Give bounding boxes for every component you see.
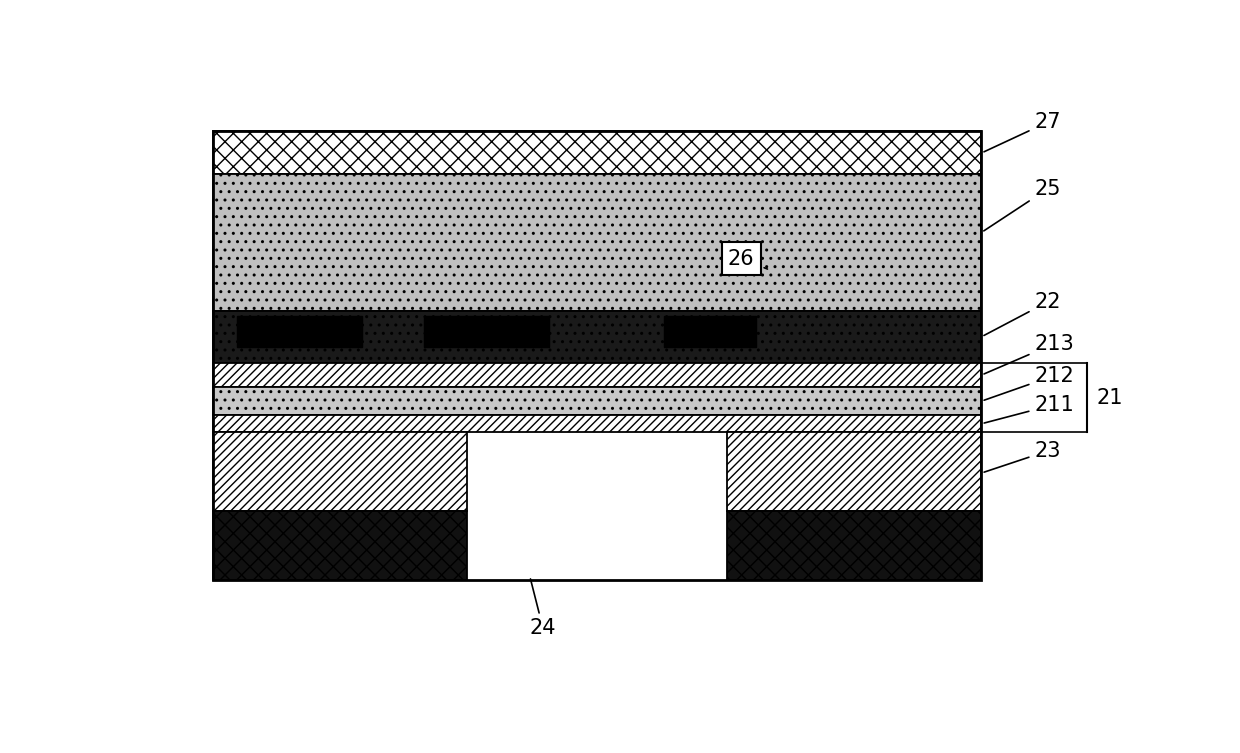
Bar — [213, 311, 982, 363]
Bar — [424, 316, 549, 346]
Text: 211: 211 — [985, 395, 1074, 423]
Bar — [213, 511, 467, 581]
Bar — [213, 387, 982, 415]
Bar — [213, 415, 982, 432]
Text: 212: 212 — [985, 366, 1074, 400]
Bar — [665, 316, 755, 346]
Bar — [727, 511, 982, 581]
Bar — [213, 131, 982, 175]
Bar — [237, 316, 362, 346]
Text: 26: 26 — [728, 248, 768, 269]
Bar — [213, 432, 467, 511]
Text: 27: 27 — [985, 112, 1060, 152]
Bar — [213, 363, 982, 387]
Bar — [213, 131, 982, 581]
Text: 213: 213 — [985, 334, 1074, 374]
Bar — [727, 432, 982, 511]
Text: 22: 22 — [983, 292, 1060, 336]
Text: 24: 24 — [529, 579, 557, 639]
Bar — [213, 175, 982, 311]
Text: 25: 25 — [983, 179, 1060, 231]
Text: 21: 21 — [1096, 388, 1123, 407]
Text: 23: 23 — [985, 441, 1060, 472]
